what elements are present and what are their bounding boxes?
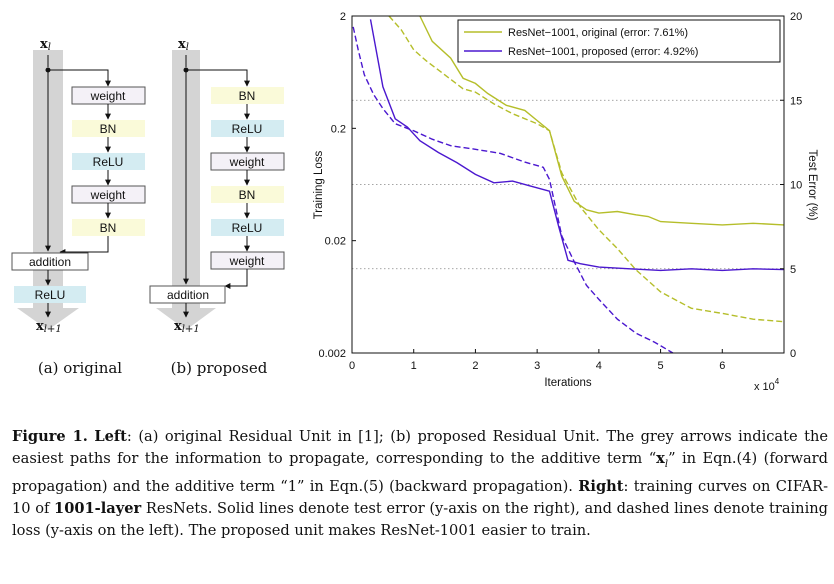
chart-ticks: 0 1 2 3 4 5 6 2 0.2 0.02 0.002 20 15 10 5 0 — [318, 11, 802, 372]
caption-bold-phrase: 1001-layer — [54, 499, 142, 517]
svg-text:BN: BN — [100, 221, 117, 235]
svg-text:weight: weight — [90, 89, 126, 103]
addition-node-original — [11, 252, 89, 271]
x-tick-label-2: 2 — [472, 360, 478, 372]
y-axis-left-label: Training Loss — [313, 150, 325, 219]
x-axis-label: Iterations — [544, 377, 592, 389]
svg-text:addition: addition — [29, 255, 71, 269]
caption-part-1: : (a) original Residual Unit in [1]; (b)… — [12, 428, 828, 467]
caption-math-x: xl — [656, 450, 669, 470]
chart-grid — [352, 99, 784, 270]
caption-part-4: ResNets. Solid lines denote test error (… — [12, 499, 828, 539]
svg-text:ReLU: ReLU — [232, 221, 263, 235]
chart-legend: ResNet−1001, original (error: 7.61%) Res… — [457, 19, 781, 63]
svg-text:BN: BN — [239, 188, 256, 202]
x-axis-multiplier: x 104 — [754, 377, 780, 393]
svg-text:weight: weight — [229, 254, 265, 268]
svg-text:ReLU: ReLU — [232, 122, 263, 136]
y-right-tick-label-0: 20 — [790, 11, 802, 23]
residual-unit-diagrams: xl weight BN ReLU weight BN addition ReL… — [11, 37, 285, 377]
sublabel-proposed: (b) proposed — [171, 359, 268, 377]
bn-layer-1-proposed — [211, 87, 284, 104]
input-x-proposed: xl — [178, 37, 189, 53]
svg-text:ReLU: ReLU — [93, 155, 124, 169]
bn-layer-2-proposed — [211, 186, 284, 203]
relu-after-addition-original — [14, 286, 86, 303]
output-x-proposed: xl+1 — [174, 319, 200, 335]
y-right-tick-label-2: 10 — [790, 180, 802, 192]
x-tick-label-0: 0 — [349, 360, 355, 372]
caption-part-2: ” in Eqn.(4) (forward propagation) and t… — [12, 450, 828, 495]
x-tick-label-5: 5 — [658, 360, 664, 372]
y-right-tick-label-1: 15 — [790, 95, 802, 107]
y-right-tick-label-3: 5 — [790, 264, 796, 276]
legend-label-proposed: ResNet−1001, proposed (error: 4.92%) — [508, 46, 698, 58]
left-label: Left — [94, 428, 127, 445]
y-left-tick-label-3: 0.002 — [318, 348, 346, 360]
svg-text:weight: weight — [90, 188, 126, 202]
svg-text:addition: addition — [167, 288, 209, 302]
series-original-test-error — [419, 15, 785, 226]
x-tick-label-6: 6 — [719, 360, 725, 372]
y-left-tick-label-1: 0.2 — [331, 123, 346, 135]
figure-caption: Figure 1. Left: (a) original Residual Un… — [12, 426, 828, 542]
svg-text:BN: BN — [100, 122, 117, 136]
x-tick-label-1: 1 — [411, 360, 417, 372]
proposed-unit-diagram: xl BN ReLU weight BN ReLU weight additio… — [149, 37, 285, 377]
addition-node-proposed — [149, 285, 226, 304]
figure-label: Figure 1. — [12, 428, 88, 445]
x-tick-label-4: 4 — [596, 360, 602, 372]
chart-series — [352, 15, 785, 354]
legend-label-original: ResNet−1001, original (error: 7.61%) — [508, 27, 688, 39]
bn-layer-2-original — [72, 219, 145, 236]
relu-layer-1-proposed — [211, 120, 284, 137]
relu-layer-2-proposed — [211, 219, 284, 236]
original-unit-diagram: xl weight BN ReLU weight BN addition ReL… — [11, 37, 146, 377]
y-left-tick-label-2: 0.02 — [325, 236, 346, 248]
x-tick-label-3: 3 — [534, 360, 540, 372]
output-x-original: xl+1 — [36, 319, 62, 335]
y-axis-right-label: Test Error (%) — [806, 150, 818, 221]
sublabel-original: (a) original — [38, 359, 122, 377]
svg-text:BN: BN — [239, 89, 256, 103]
relu-layer-original — [72, 153, 145, 170]
caption-part-3: : training curves on CIFAR-10 of — [12, 477, 829, 517]
bn-layer-1-original — [72, 120, 145, 137]
svg-text:weight: weight — [229, 155, 265, 169]
y-left-tick-label-0: 2 — [340, 11, 346, 23]
series-proposed-training-loss — [352, 26, 674, 354]
right-label: Right — [578, 477, 624, 495]
input-x-original: xl — [40, 37, 51, 53]
svg-text:ReLU: ReLU — [35, 288, 66, 302]
series-proposed-test-error — [369, 19, 785, 272]
y-right-tick-label-4: 0 — [790, 348, 796, 360]
